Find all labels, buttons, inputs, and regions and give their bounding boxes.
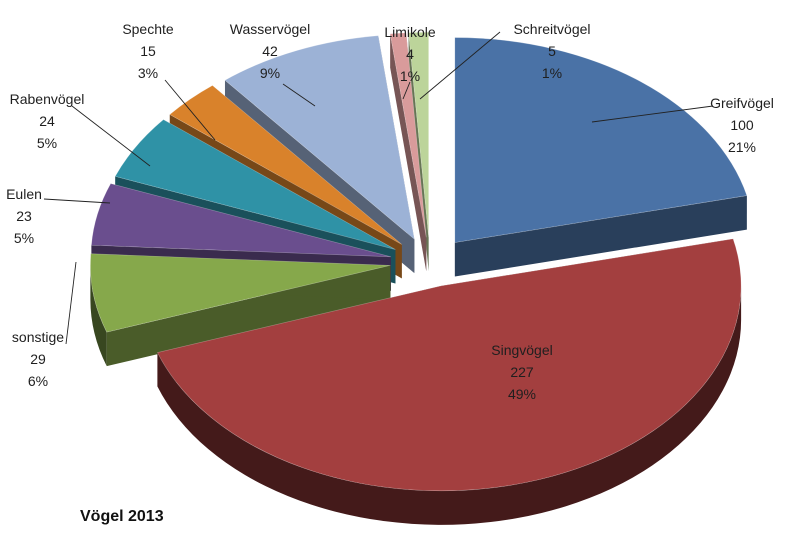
label-greifv-gel-name: Greifvögel <box>710 95 774 111</box>
label-spechte-value: 15 <box>140 43 156 59</box>
label-limikole-value: 4 <box>406 46 414 62</box>
label-eulen-percent: 5% <box>14 230 34 246</box>
slice-greifv-gel <box>454 37 748 243</box>
slice-spechte <box>169 85 402 245</box>
label-rabenv-gel-value: 24 <box>39 113 55 129</box>
label-spechte-percent: 3% <box>138 65 158 81</box>
leader-eulen <box>43 198 111 204</box>
label-schreitv-gel-percent: 1% <box>542 65 562 81</box>
label-leader-lines <box>43 31 714 345</box>
pie-tops <box>90 31 748 492</box>
chart-title: Vögel 2013 <box>80 508 164 525</box>
label-sonstige-name: sonstige <box>12 329 64 345</box>
leader-limikole <box>402 81 411 100</box>
label-wasserv-gel-name: Wasservögel <box>230 21 310 37</box>
label-rabenv-gel-name: Rabenvögel <box>10 91 85 107</box>
label-schreitv-gel-name: Schreitvögel <box>513 21 590 37</box>
label-singv-gel-name: Singvögel <box>491 342 553 358</box>
slice-rabenv-gel <box>114 119 396 250</box>
slice-schreitv-gel <box>408 31 429 238</box>
slice-wall-sonstige <box>90 265 107 367</box>
label-singv-gel-value: 227 <box>510 364 534 380</box>
slice-singv-gel <box>157 238 742 492</box>
label-greifv-gel-percent: 21% <box>728 139 756 155</box>
slice-eulen <box>91 183 391 258</box>
label-wasserv-gel-percent: 9% <box>260 65 280 81</box>
label-sonstige-percent: 6% <box>28 373 48 389</box>
label-wasserv-gel-value: 42 <box>262 43 278 59</box>
label-sonstige-value: 29 <box>30 351 46 367</box>
slice-side-limikole-0 <box>390 33 427 272</box>
leader-rabenv-gel <box>71 105 151 167</box>
leader-schreitv-gel <box>419 31 501 100</box>
label-greifv-gel-value: 100 <box>730 117 754 133</box>
label-eulen-name: Eulen <box>6 186 42 202</box>
slice-labels: Greifvögel10021%Singvögel22749%sonstige2… <box>6 21 774 402</box>
slice-sonstige <box>90 253 391 333</box>
label-rabenv-gel-percent: 5% <box>37 135 57 151</box>
slice-wall-singv-gel <box>157 285 742 525</box>
leader-greifv-gel <box>591 105 714 123</box>
slice-side-greifv-gel-1 <box>454 195 747 277</box>
slice-limikole <box>389 32 427 238</box>
label-eulen-value: 23 <box>16 208 32 224</box>
leader-sonstige <box>65 261 77 345</box>
label-singv-gel-percent: 49% <box>508 386 536 402</box>
label-schreitv-gel-value: 5 <box>548 43 556 59</box>
leader-spechte <box>164 79 216 141</box>
slice-wasserv-gel <box>224 35 415 240</box>
label-spechte-name: Spechte <box>122 21 174 37</box>
label-limikole-percent: 1% <box>400 68 420 84</box>
label-limikole-name: Limikole <box>384 24 436 40</box>
leader-wasserv-gel <box>282 83 316 107</box>
